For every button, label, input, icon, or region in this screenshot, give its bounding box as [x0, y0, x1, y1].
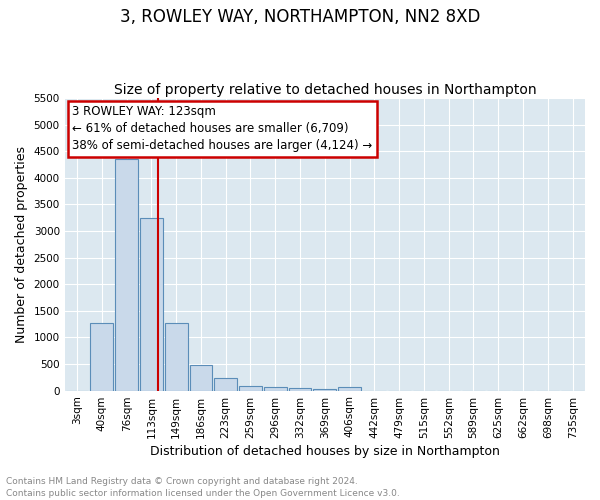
- Text: 3, ROWLEY WAY, NORTHAMPTON, NN2 8XD: 3, ROWLEY WAY, NORTHAMPTON, NN2 8XD: [120, 8, 480, 26]
- Y-axis label: Number of detached properties: Number of detached properties: [15, 146, 28, 343]
- Bar: [313, 388, 336, 390]
- Bar: [289, 388, 311, 390]
- Title: Size of property relative to detached houses in Northampton: Size of property relative to detached ho…: [113, 83, 536, 97]
- Bar: [338, 388, 361, 390]
- Bar: [115, 160, 138, 390]
- Bar: [190, 366, 212, 390]
- Bar: [239, 386, 262, 390]
- Bar: [91, 323, 113, 390]
- Bar: [165, 323, 188, 390]
- Bar: [264, 387, 287, 390]
- Text: 3 ROWLEY WAY: 123sqm
← 61% of detached houses are smaller (6,709)
38% of semi-de: 3 ROWLEY WAY: 123sqm ← 61% of detached h…: [73, 106, 373, 152]
- Bar: [140, 218, 163, 390]
- Text: Contains HM Land Registry data © Crown copyright and database right 2024.
Contai: Contains HM Land Registry data © Crown c…: [6, 476, 400, 498]
- Bar: [214, 378, 237, 390]
- X-axis label: Distribution of detached houses by size in Northampton: Distribution of detached houses by size …: [150, 444, 500, 458]
